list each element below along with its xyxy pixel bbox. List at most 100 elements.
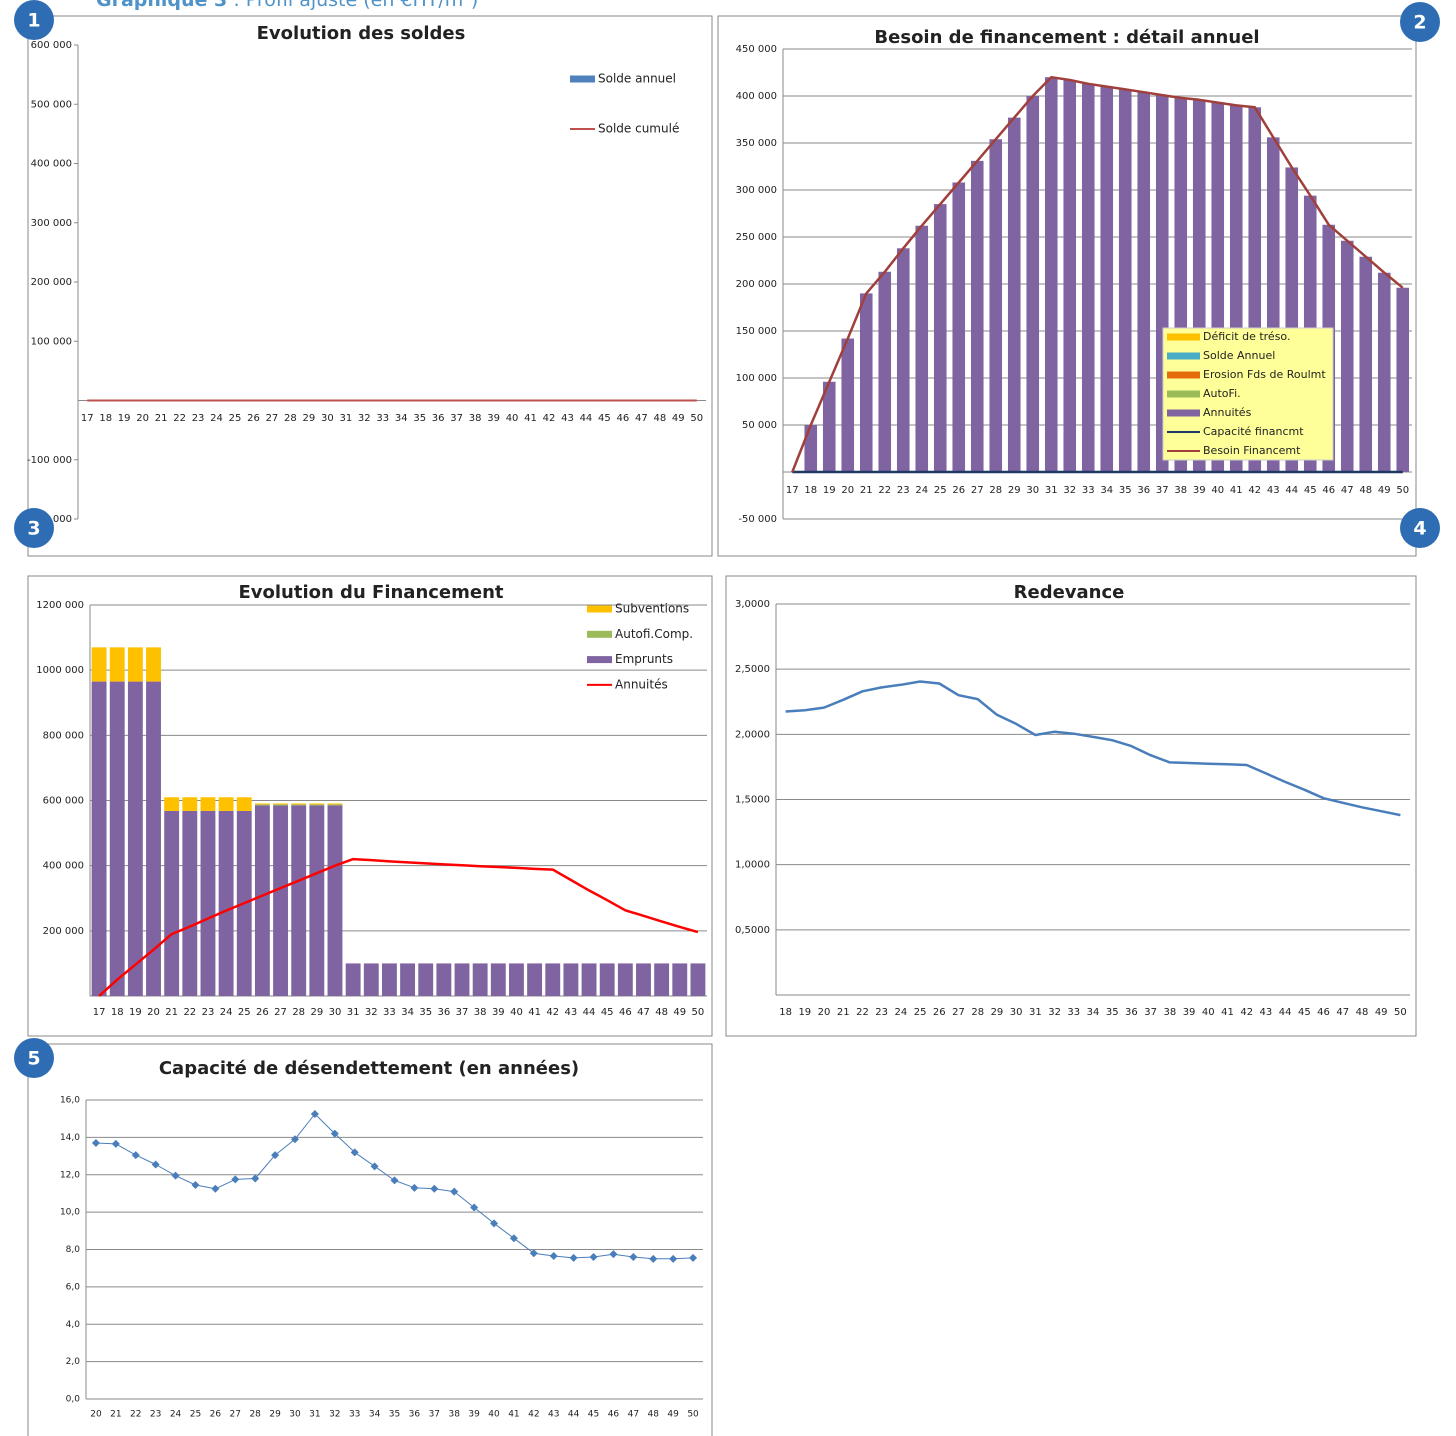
y-tick-label: 10,0 [60, 1208, 80, 1218]
bar [164, 797, 180, 811]
x-tick-label: 40 [510, 1007, 523, 1018]
x-tick-label: 32 [365, 1007, 378, 1018]
x-tick-label: 21 [155, 413, 168, 424]
y-tick-label: 16,0 [60, 1096, 80, 1106]
x-tick-label: 50 [692, 1007, 705, 1018]
x-tick-label: 31 [1029, 1007, 1042, 1018]
x-tick-label: 40 [1202, 1007, 1215, 1018]
chart-title: Besoin de financement : détail annuel [874, 27, 1259, 48]
y-tick-label: -100 000 [27, 455, 72, 466]
badge-label: 4 [1413, 518, 1426, 540]
x-tick-label: 47 [637, 1007, 650, 1018]
legend-label: Annuités [1203, 406, 1252, 419]
bar [690, 963, 706, 996]
x-tick-label: 26 [952, 485, 965, 496]
x-tick-label: 47 [1336, 1007, 1349, 1018]
x-tick-label: 18 [99, 413, 112, 424]
bar [1359, 256, 1373, 472]
x-tick-label: 38 [1174, 485, 1187, 496]
x-tick-label: 36 [438, 1007, 451, 1018]
y-tick-label: 4,0 [66, 1320, 81, 1330]
x-tick-label: 42 [1240, 1007, 1253, 1018]
legend-label: Capacité financmt [1203, 425, 1304, 438]
x-tick-label: 35 [413, 413, 426, 424]
x-tick-label: 48 [1359, 485, 1372, 496]
y-tick-label: 500 000 [31, 99, 72, 110]
y-tick-label: 400 000 [43, 861, 84, 872]
x-tick-label: 29 [303, 413, 316, 424]
x-tick-label: 37 [1144, 1007, 1157, 1018]
x-tick-label: 17 [786, 485, 799, 496]
y-tick-label: 150 000 [736, 326, 777, 337]
legend-label: Solde cumulé [598, 122, 679, 136]
y-tick-label: 400 000 [736, 91, 777, 102]
bar [236, 797, 252, 811]
marker [191, 1181, 200, 1190]
bar [1396, 287, 1410, 472]
x-tick-label: 20 [818, 1007, 831, 1018]
marker [251, 1174, 260, 1183]
x-tick-label: 25 [238, 1007, 251, 1018]
bar [841, 338, 855, 472]
x-tick-label: 49 [672, 413, 685, 424]
x-tick-label: 23 [150, 1410, 161, 1420]
bar [1007, 117, 1021, 473]
marker [211, 1184, 220, 1193]
badge-label: 3 [27, 518, 40, 540]
y-tick-label: 50 000 [742, 420, 777, 431]
x-tick-label: 22 [130, 1410, 141, 1420]
x-tick-label: 49 [667, 1410, 679, 1420]
x-tick-label: 45 [598, 413, 611, 424]
legend-swatch [1167, 352, 1200, 360]
bar [309, 805, 325, 996]
bar [1118, 89, 1132, 473]
bar [599, 963, 615, 996]
x-tick-label: 25 [934, 485, 947, 496]
bar [933, 204, 947, 472]
bar [291, 803, 307, 805]
bar [127, 681, 143, 996]
bar [363, 963, 379, 996]
x-tick-label: 36 [432, 413, 445, 424]
marker [330, 1129, 339, 1138]
x-tick-label: 39 [1193, 485, 1206, 496]
x-tick-label: 41 [1221, 1007, 1234, 1018]
bar [970, 160, 984, 473]
bar [1137, 92, 1151, 473]
x-tick-label: 48 [653, 413, 666, 424]
legend-swatch [1167, 390, 1200, 398]
x-tick-label: 32 [1048, 1007, 1061, 1018]
bar [1063, 80, 1077, 473]
bar [309, 804, 325, 806]
bar [91, 647, 107, 682]
header: Graphique 3 : Profil ajusté (en €HT/m³) [96, 0, 478, 11]
bar [327, 804, 343, 806]
x-tick-label: 45 [1298, 1007, 1311, 1018]
bar [309, 803, 325, 805]
y-tick-label: 0,5000 [735, 925, 770, 936]
x-tick-label: 49 [673, 1007, 686, 1018]
x-tick-label: 32 [358, 413, 371, 424]
x-tick-label: 33 [1067, 1007, 1080, 1018]
x-tick-label: 28 [971, 1007, 984, 1018]
x-tick-label: 17 [93, 1007, 106, 1018]
bar [164, 810, 180, 996]
marker [271, 1151, 280, 1160]
marker [91, 1138, 100, 1147]
marker [430, 1184, 439, 1193]
x-tick-label: 27 [971, 485, 984, 496]
bar [563, 963, 579, 996]
x-tick-label: 44 [1279, 1007, 1292, 1018]
x-tick-label: 26 [210, 1410, 222, 1420]
legend-label: Déficit de tréso. [1203, 330, 1290, 343]
badge-label: 5 [27, 1048, 40, 1070]
x-tick-label: 40 [1211, 485, 1224, 496]
x-tick-label: 38 [1163, 1007, 1176, 1018]
bar [109, 647, 125, 682]
y-tick-label: 8,0 [66, 1245, 81, 1255]
x-tick-label: 32 [329, 1410, 340, 1420]
x-tick-label: 42 [1248, 485, 1261, 496]
bar [581, 963, 597, 996]
chart-title: Capacité de désendettement (en années) [159, 1058, 579, 1079]
badge: 2 [1400, 2, 1440, 42]
